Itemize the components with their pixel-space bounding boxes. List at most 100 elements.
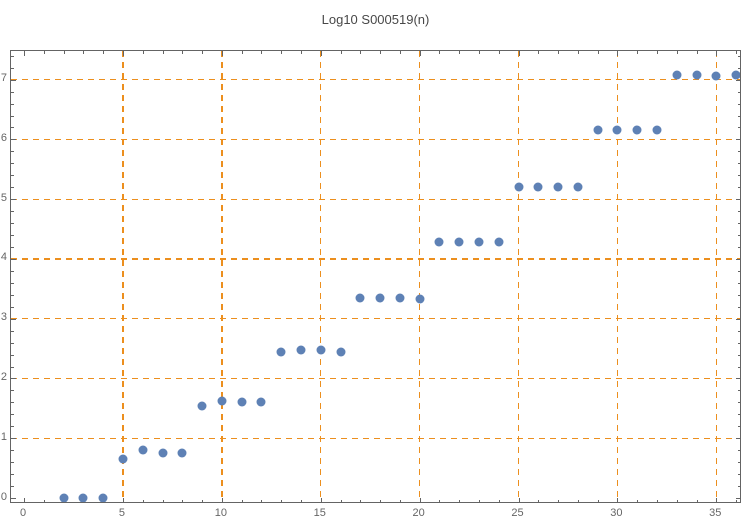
x-tick-top-10	[221, 51, 223, 56]
x-tick-25	[518, 497, 520, 502]
x-tick-19	[399, 499, 401, 502]
data-point-n31	[632, 125, 642, 135]
data-point-n12	[256, 397, 266, 407]
x-tick-top-3	[83, 51, 85, 54]
x-tick-0	[24, 497, 26, 502]
data-point-n28	[573, 182, 583, 192]
y-tick-6.4	[11, 115, 14, 117]
data-point-n35	[711, 71, 721, 80]
y-tick-right-6	[735, 139, 740, 141]
x-tick-label-25: 25	[511, 507, 524, 519]
x-tick-top-25	[518, 51, 520, 56]
x-tick-top-36	[736, 51, 738, 54]
y-tick-right-5.4	[737, 175, 740, 177]
x-tick-top-11	[241, 51, 243, 54]
x-tick-top-12	[261, 51, 263, 54]
y-tick-right-6.8	[737, 91, 740, 93]
y-tick-right-2.4	[737, 354, 740, 356]
y-tick-label-1: 1	[0, 430, 7, 443]
x-tick-top-2	[63, 51, 65, 54]
grid-line-x-25	[517, 51, 520, 502]
grid-line-y-6	[11, 138, 740, 141]
x-tick-31	[637, 499, 639, 502]
x-tick-13	[281, 499, 283, 502]
data-point-n18	[375, 293, 385, 303]
x-tick-26	[538, 499, 540, 502]
y-tick-6.2	[11, 127, 14, 129]
data-point-n26	[533, 182, 543, 192]
data-point-n11	[237, 397, 247, 407]
y-tick-right-7.2	[737, 67, 740, 69]
y-tick-0.2	[11, 486, 14, 488]
y-tick-label-4: 4	[0, 251, 7, 264]
x-tick-top-6	[142, 51, 144, 54]
x-tick-5	[122, 497, 124, 502]
data-point-n16	[336, 347, 345, 357]
x-tick-27	[558, 499, 560, 502]
y-tick-right-7.4	[737, 55, 740, 57]
x-tick-22	[459, 499, 461, 502]
y-tick-3.4	[11, 294, 14, 296]
x-tick-top-15	[320, 51, 322, 56]
y-tick-4.8	[11, 211, 14, 213]
y-tick-right-3.8	[737, 270, 740, 272]
y-tick-1	[11, 438, 16, 440]
x-tick-label-15: 15	[313, 507, 326, 519]
x-tick-label-20: 20	[412, 507, 425, 519]
y-tick-right-0.8	[737, 450, 740, 452]
data-point-n30	[612, 125, 622, 135]
x-tick-label-35: 35	[709, 507, 722, 519]
x-tick-top-35	[716, 51, 718, 56]
y-tick-right-1.8	[737, 390, 740, 392]
data-point-n2	[59, 493, 69, 502]
data-point-n33	[672, 70, 682, 80]
y-tick-label-3: 3	[0, 311, 7, 324]
x-tick-top-26	[538, 51, 540, 54]
x-tick-8	[182, 499, 184, 502]
y-tick-4.4	[11, 235, 14, 237]
data-point-n4	[98, 493, 108, 502]
data-point-n20	[415, 294, 425, 304]
x-tick-top-20	[419, 51, 421, 56]
y-tick-label-6: 6	[0, 131, 7, 144]
y-tick-5.8	[11, 151, 14, 153]
y-tick-right-2	[735, 378, 740, 380]
y-tick-right-6.6	[737, 103, 740, 105]
x-tick-23	[478, 499, 480, 502]
x-tick-32	[656, 499, 658, 502]
grid-line-x-5	[122, 51, 124, 502]
y-tick-label-7: 7	[0, 72, 7, 85]
chart-title: Log10 S000519(n)	[321, 12, 430, 27]
data-point-n9	[197, 401, 207, 411]
y-tick-3.6	[11, 282, 14, 284]
y-tick-1.6	[11, 402, 14, 404]
x-tick-top-8	[182, 51, 184, 54]
x-tick-top-4	[103, 51, 105, 54]
y-tick-right-5.6	[737, 163, 740, 165]
y-tick-1.8	[11, 390, 14, 392]
x-tick-21	[439, 499, 441, 502]
x-tick-35	[716, 497, 718, 502]
y-tick-right-2.2	[737, 366, 740, 368]
data-point-n10	[217, 396, 227, 406]
data-point-n19	[395, 293, 405, 303]
y-tick-right-3.2	[737, 306, 740, 308]
x-tick-label-30: 30	[610, 507, 623, 519]
y-tick-right-6.4	[737, 115, 740, 117]
x-tick-24	[498, 499, 500, 502]
x-tick-top-28	[577, 51, 579, 54]
x-tick-17	[360, 499, 362, 502]
y-tick-label-0: 0	[0, 490, 7, 503]
x-tick-16	[340, 499, 342, 502]
y-tick-2.2	[11, 366, 14, 368]
x-tick-top-14	[300, 51, 302, 54]
data-point-n8	[177, 448, 187, 458]
grid-line-y-7	[11, 78, 740, 81]
y-tick-0.4	[11, 474, 14, 476]
y-tick-5.2	[11, 187, 14, 189]
y-tick-5	[11, 199, 16, 201]
grid-line-y-3	[11, 318, 740, 320]
y-tick-4	[11, 258, 16, 260]
y-tick-7	[11, 79, 16, 81]
